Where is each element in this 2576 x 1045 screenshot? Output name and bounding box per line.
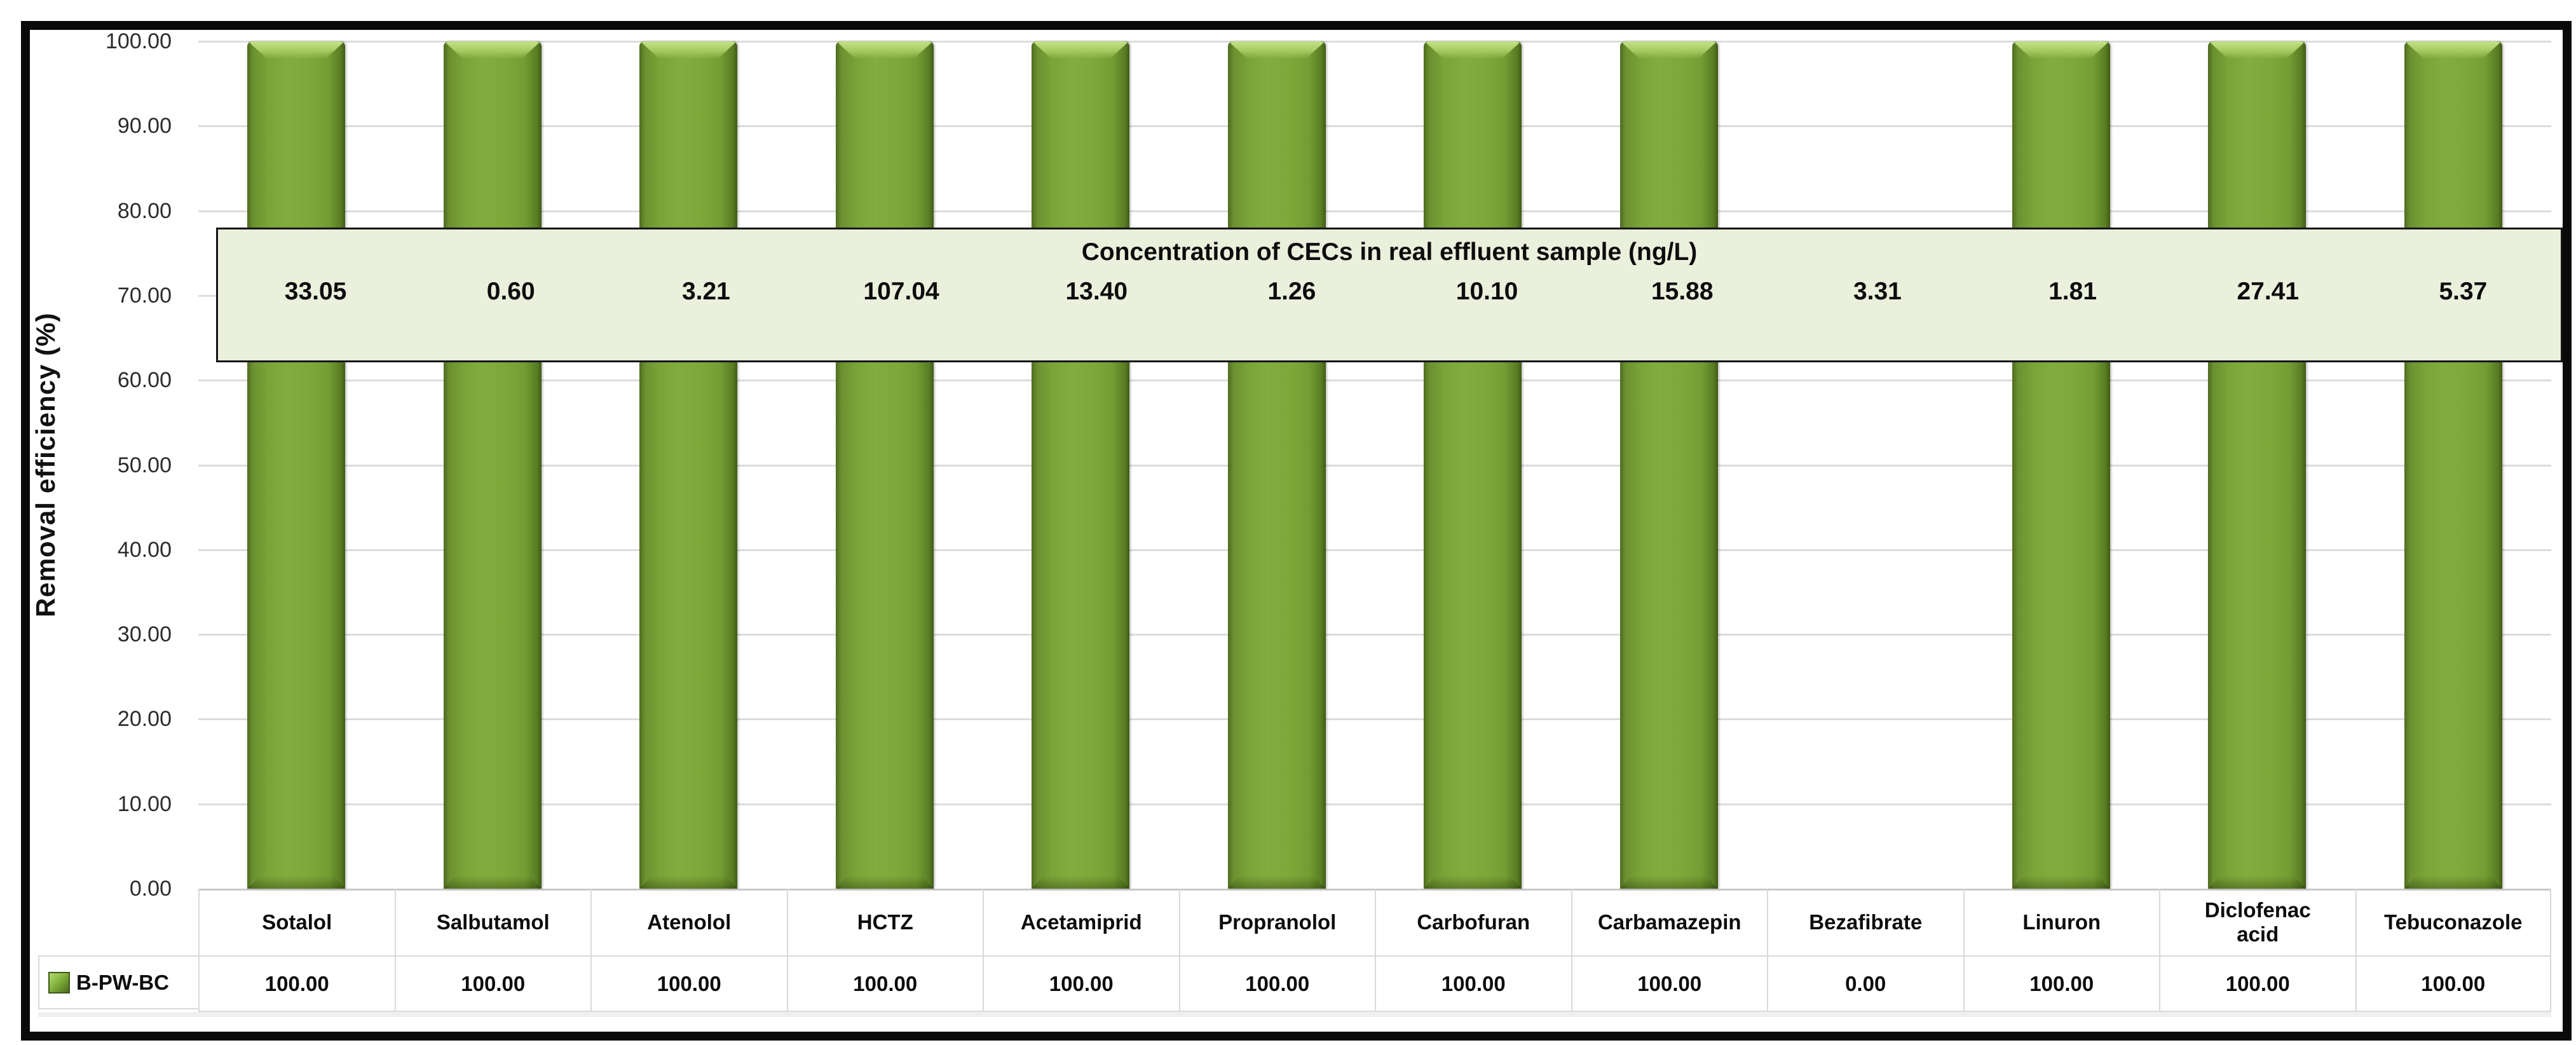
bar-column	[983, 41, 1179, 889]
bars-container	[198, 41, 2551, 889]
category-label: Bezafibrate	[1767, 889, 1963, 955]
gridline	[198, 634, 2551, 636]
bar	[1424, 41, 1522, 889]
annotation-value: 27.41	[2237, 278, 2300, 305]
bar-column	[1571, 41, 1768, 889]
bar-column	[2159, 41, 2355, 889]
table-value: 100.00	[983, 955, 1179, 1012]
annotation-values: 33.05 0.60 3.21 107.04 13.40 1.26 10.10 15.88 3.…	[218, 278, 2561, 306]
table-value: 100.00	[1178, 955, 1375, 1012]
category-label: Diclofenac acid	[2159, 889, 2355, 955]
annotation-value: 3.21	[681, 278, 730, 305]
y-axis-ticks: 100.00 90.00 80.00 70.00 60.00 50.00 40.00 30.0…	[38, 31, 172, 899]
series-color-swatch-icon	[48, 971, 70, 994]
category-label: Tebuconazole	[2355, 889, 2551, 955]
annotation-value: 3.31	[1853, 278, 1902, 305]
table-value: 100.00	[1571, 955, 1767, 1012]
value-cells: 100.00 100.00 100.00 100.00 100.00 100.00 100.…	[198, 955, 2551, 1012]
bar-column	[590, 41, 787, 889]
y-tick-label: 80.00	[117, 198, 172, 223]
table-value: 100.00	[2355, 955, 2551, 1012]
bar-column	[1963, 41, 2160, 889]
annotation-value: 107.04	[863, 278, 939, 305]
table-value: 100.00	[1375, 955, 1571, 1012]
annotation-value: 1.81	[2048, 278, 2097, 305]
category-cells: Sotalol Salbutamol Atenolol HCTZ Acetamiprid…	[198, 889, 2551, 955]
y-tick-label: 100.00	[106, 29, 172, 53]
category-label: Carbamazepin	[1571, 889, 1768, 955]
y-tick-label: 70.00	[117, 283, 172, 308]
table-value: 100.00	[590, 955, 787, 1012]
bar	[443, 41, 542, 889]
y-tick-label: 60.00	[117, 368, 172, 393]
category-label: HCTZ	[786, 889, 983, 955]
bar-column	[1767, 41, 1963, 889]
annotation-value: 33.05	[284, 278, 347, 305]
y-tick-label: 50.00	[117, 453, 172, 477]
gridline	[198, 41, 2551, 43]
y-tick-label: 0.00	[129, 877, 172, 901]
y-tick-label: 30.00	[117, 622, 172, 647]
table-value: 100.00	[1963, 955, 2159, 1012]
gridline	[198, 210, 2551, 212]
category-label: Carbofuran	[1375, 889, 1571, 955]
bar	[2012, 41, 2110, 889]
value-row: B-PW-BC 100.00 100.00 100.00 100.00 100.00 10…	[38, 955, 2551, 1012]
table-bottom-border	[38, 1012, 2551, 1017]
legend-label: B-PW-BC	[76, 970, 169, 994]
category-row: Sotalol Salbutamol Atenolol HCTZ Acetamiprid…	[38, 889, 2551, 955]
bar-column	[395, 41, 591, 889]
gridline	[198, 549, 2551, 551]
bar	[1227, 41, 1326, 889]
table-corner-cell	[38, 889, 198, 955]
category-label: Acetamiprid	[983, 889, 1179, 955]
bar	[2208, 41, 2307, 889]
annotation-value: 13.40	[1065, 278, 1128, 305]
annotation-value: 1.26	[1267, 278, 1316, 305]
table-value: 0.00	[1767, 955, 1963, 1012]
concentration-annotation-box: Concentration of CECs in real effluent s…	[216, 228, 2563, 362]
gridline	[198, 125, 2551, 128]
y-tick-label: 40.00	[117, 537, 172, 562]
table-value: 100.00	[2159, 955, 2355, 1012]
plot-area: 100.00 90.00 80.00 70.00 60.00 50.00 40.00 30.0…	[106, 31, 2563, 899]
table-value: 100.00	[394, 955, 590, 1012]
annotation-title: Concentration of CECs in real effluent s…	[1081, 238, 1698, 266]
bar-column	[787, 41, 983, 889]
y-tick-label: 90.00	[117, 114, 172, 139]
annotation-value: 15.88	[1651, 278, 1714, 305]
bar-column	[198, 41, 395, 889]
y-tick-label: 20.00	[117, 707, 172, 732]
gridline	[198, 803, 2551, 805]
table-value: 100.00	[198, 955, 395, 1012]
category-label: Sotalol	[198, 889, 395, 955]
gridline	[198, 379, 2551, 382]
y-tick-label: 10.00	[117, 791, 172, 816]
annotation-value: 10.10	[1455, 278, 1518, 305]
bar	[247, 41, 346, 889]
category-label: Propranolol	[1178, 889, 1375, 955]
bar-column	[1375, 41, 1571, 889]
table-value: 100.00	[786, 955, 983, 1012]
annotation-value: 5.37	[2439, 278, 2488, 305]
data-table: Sotalol Salbutamol Atenolol HCTZ Acetamiprid…	[38, 889, 2551, 1017]
gridline	[198, 464, 2551, 467]
bar	[639, 41, 738, 889]
bar	[1032, 41, 1130, 889]
bar-column	[1179, 41, 1375, 889]
category-label: Linuron	[1963, 889, 2160, 955]
bar-column	[2355, 41, 2552, 889]
bar	[2404, 41, 2502, 889]
annotation-value: 0.60	[486, 278, 535, 305]
legend-key: B-PW-BC	[38, 955, 198, 1009]
bar	[835, 41, 934, 889]
bar	[1619, 41, 1718, 889]
category-label: Salbutamol	[394, 889, 591, 955]
category-label: Atenolol	[590, 889, 787, 955]
gridline	[198, 718, 2551, 721]
